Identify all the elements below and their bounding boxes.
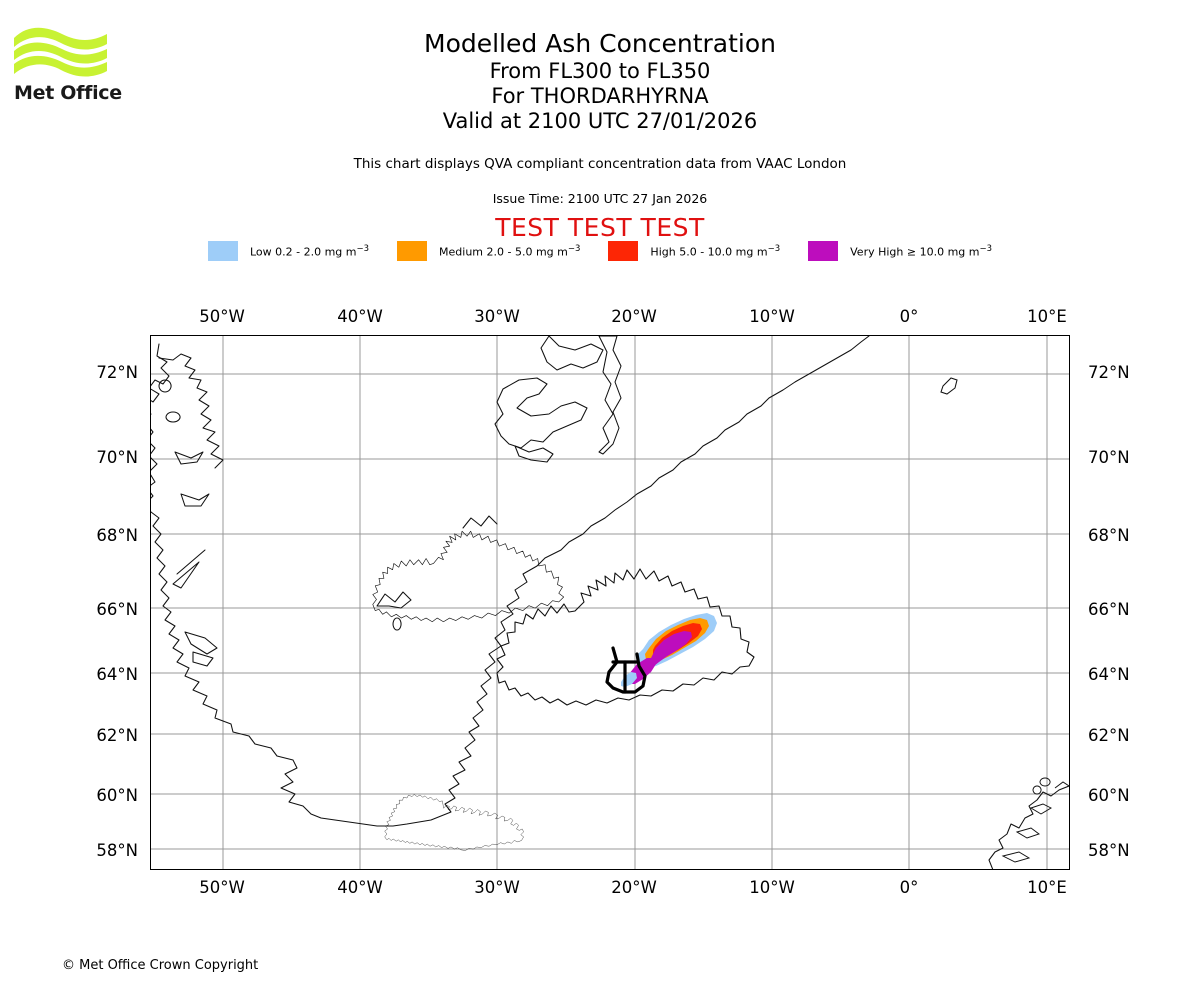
lat-tick-left-62N: 62°N bbox=[96, 726, 138, 745]
legend-item-high: High 5.0 - 10.0 mg m−3 bbox=[608, 241, 780, 261]
coastline-greenland-small-isle bbox=[392, 617, 402, 631]
legend-swatch-medium bbox=[397, 241, 428, 261]
legend-item-very-high: Very High ≥ 10.0 mg m−3 bbox=[808, 241, 992, 261]
coastline-greenland-inlet-a bbox=[174, 451, 204, 465]
lat-tick-right-70N: 70°N bbox=[1088, 448, 1130, 467]
coastline-greenland-fjord-streak-2 bbox=[172, 561, 200, 589]
lat-tick-right-68N: 68°N bbox=[1088, 526, 1130, 545]
coastline-greenland-fjord-streak bbox=[176, 549, 206, 575]
coastline-greenland-inlet-d bbox=[192, 651, 214, 667]
title-volcano: For THORDARHYRNA bbox=[491, 84, 709, 108]
met-office-waves-icon bbox=[14, 27, 107, 77]
legend-label-high: High 5.0 - 10.0 mg m−3 bbox=[650, 243, 781, 259]
coastline-ne-greenland bbox=[494, 377, 588, 449]
lat-tick-right-72N: 72°N bbox=[1088, 363, 1130, 382]
title-flight-levels: From FL300 to FL350 bbox=[489, 59, 711, 83]
issue-time-label: Issue Time: 2100 UTC 27 Jan 2026 bbox=[492, 191, 708, 206]
lon-tick-bottom-40W: 40°W bbox=[337, 878, 383, 897]
lat-tick-right-58N: 58°N bbox=[1088, 841, 1130, 860]
lon-tick-bottom-20W: 20°W bbox=[611, 878, 657, 897]
coastline-norway-fjords bbox=[1001, 777, 1069, 863]
lon-tick-bottom-50W: 50°W bbox=[199, 878, 245, 897]
concentration-legend: Low 0.2 - 2.0 mg m−3 Medium 2.0 - 5.0 mg… bbox=[0, 241, 1200, 261]
coastline-greenland-ne-fjord bbox=[462, 515, 498, 529]
lat-tick-left-70N: 70°N bbox=[96, 448, 138, 467]
ash-contour-very-high bbox=[645, 631, 692, 668]
ash-concentration-map[interactable] bbox=[150, 335, 1070, 870]
title-valid-time: Valid at 2100 UTC 27/01/2026 bbox=[442, 109, 758, 133]
coastline-greenland-inlet-c bbox=[184, 631, 218, 655]
coastline-greenland-inlet-b bbox=[180, 493, 210, 507]
volcano-source-marker bbox=[605, 646, 647, 694]
lat-tick-left-60N: 60°N bbox=[96, 786, 138, 805]
lon-tick-top-40W: 40°W bbox=[337, 307, 383, 326]
coastline-iceland bbox=[384, 794, 524, 851]
coastline-iceland-final bbox=[496, 568, 755, 706]
coastline-greenland bbox=[151, 336, 870, 827]
lat-tick-right-64N: 64°N bbox=[1088, 665, 1130, 684]
coastline-ne-greenland-3 bbox=[598, 336, 622, 455]
coastlines bbox=[151, 336, 870, 851]
lon-tick-top-20W: 20°W bbox=[611, 307, 657, 326]
lon-tick-bottom-0: 0° bbox=[899, 878, 919, 897]
lon-tick-top-0: 0° bbox=[899, 307, 919, 326]
coastline-ne-greenland-2 bbox=[540, 336, 604, 371]
legend-label-very-high: Very High ≥ 10.0 mg m−3 bbox=[850, 243, 993, 259]
legend-label-low: Low 0.2 - 2.0 mg m−3 bbox=[249, 243, 370, 259]
legend-swatch-low bbox=[207, 241, 238, 261]
map-canvas bbox=[151, 336, 1069, 869]
coastline-greenland-nw-fjords bbox=[158, 353, 224, 469]
coastline-jan-mayen bbox=[940, 377, 958, 395]
legend-item-low: Low 0.2 - 2.0 mg m−3 bbox=[207, 241, 370, 261]
map-frame bbox=[150, 335, 1070, 870]
lat-tick-left-66N: 66°N bbox=[96, 600, 138, 619]
logo-wordmark: Met Office bbox=[14, 82, 122, 104]
legend-label-medium: Medium 2.0 - 5.0 mg m−3 bbox=[439, 243, 581, 259]
lat-tick-right-60N: 60°N bbox=[1088, 786, 1130, 805]
legend-swatch-very-high bbox=[808, 241, 839, 261]
lat-tick-right-62N: 62°N bbox=[1088, 726, 1130, 745]
coastline-greenland-ne-fjord-2 bbox=[376, 591, 412, 609]
lon-tick-top-10E: 10°E bbox=[1027, 307, 1067, 326]
ash-plume-contours bbox=[621, 613, 717, 687]
lat-tick-left-68N: 68°N bbox=[96, 526, 138, 545]
lat-tick-left-58N: 58°N bbox=[96, 841, 138, 860]
lat-tick-right-66N: 66°N bbox=[1088, 600, 1130, 619]
map-gridlines bbox=[151, 336, 1069, 869]
lat-tick-left-64N: 64°N bbox=[96, 665, 138, 684]
lon-tick-bottom-10W: 10°W bbox=[749, 878, 795, 897]
coastline-norway bbox=[988, 785, 1069, 869]
lon-tick-bottom-30W: 30°W bbox=[474, 878, 520, 897]
legend-item-medium: Medium 2.0 - 5.0 mg m−3 bbox=[397, 241, 580, 261]
legend-swatch-high bbox=[608, 241, 639, 261]
lon-tick-top-10W: 10°W bbox=[749, 307, 795, 326]
coastline-ne-greenland-4 bbox=[514, 445, 554, 463]
coastline-iceland-main bbox=[372, 530, 565, 623]
chart-subtitle: This chart displays QVA compliant concen… bbox=[353, 156, 847, 172]
lon-tick-bottom-10E: 10°E bbox=[1027, 878, 1067, 897]
lon-tick-top-30W: 30°W bbox=[474, 307, 520, 326]
coastline-greenland-island-2 bbox=[165, 411, 181, 423]
test-banner: TEST TEST TEST bbox=[495, 213, 705, 242]
coastline-greenland-island-1 bbox=[158, 379, 172, 393]
chart-title-block: Modelled Ash Concentration From FL300 to… bbox=[0, 28, 1200, 134]
lon-tick-top-50W: 50°W bbox=[199, 307, 245, 326]
page-title: Modelled Ash Concentration bbox=[424, 29, 776, 58]
met-office-logo: Met Office bbox=[12, 22, 122, 112]
copyright-notice: © Met Office Crown Copyright bbox=[62, 958, 259, 973]
lat-tick-left-72N: 72°N bbox=[96, 363, 138, 382]
